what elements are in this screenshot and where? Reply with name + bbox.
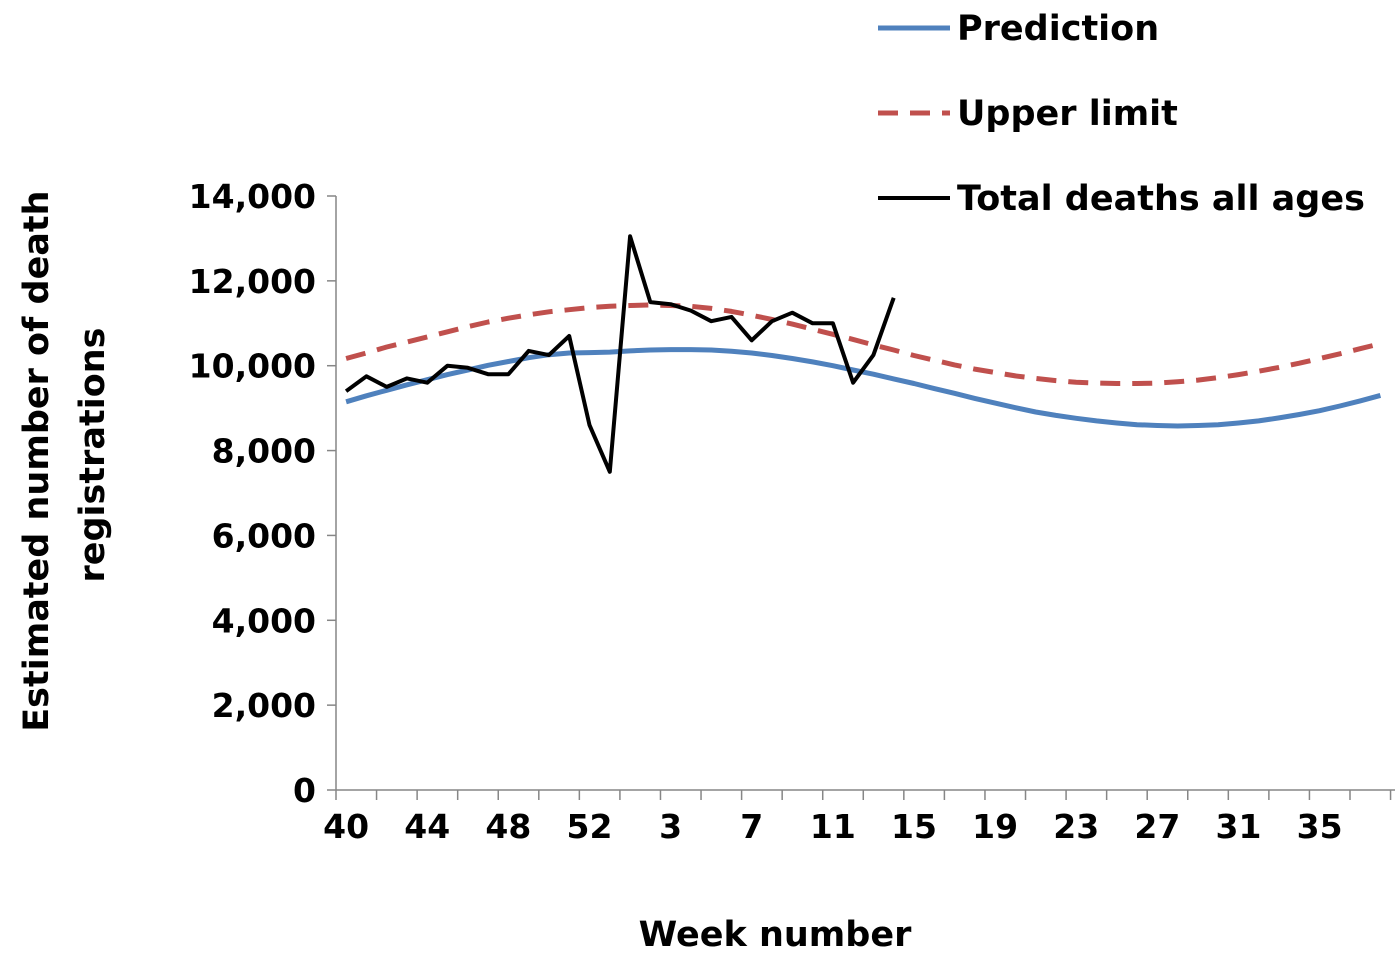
x-axis-title: Week number	[639, 915, 912, 955]
y-axis-title: Estimated number of death registrations	[17, 178, 113, 732]
y-tick-label: 10,000	[189, 347, 316, 386]
y-tick-label: 12,000	[189, 262, 316, 301]
legend-label: Upper limit	[957, 94, 1178, 134]
x-tick-label: 15	[891, 807, 937, 846]
y-tick-label: 14,000	[189, 177, 316, 216]
legend-label: Total deaths all ages	[957, 179, 1365, 219]
x-tick-label: 11	[810, 807, 856, 846]
x-tick-label: 19	[972, 807, 1018, 846]
x-tick-label: 52	[567, 807, 613, 846]
y-tick-label: 4,000	[212, 601, 316, 640]
y-tick-label: 0	[293, 771, 316, 810]
x-axis: 40 44 48 52 3 7 11 15 19 23 27 31 35	[323, 789, 1395, 846]
x-tick-label: 44	[404, 807, 450, 846]
x-tick-label: 31	[1215, 807, 1261, 846]
x-tick-label: 3	[659, 807, 682, 846]
series-line-upper-limit	[345, 302, 1381, 386]
x-tick-label: 48	[485, 807, 531, 846]
series-line-prediction	[345, 347, 1382, 429]
y-axis: 0 2,000 4,000 6,000 8,000 10,000 12,000 14,000	[189, 177, 337, 810]
series-line-total-deaths-all-ages	[344, 234, 896, 474]
x-tick-label: 35	[1297, 807, 1343, 846]
y-axis-title-line-2: registrations	[73, 327, 113, 582]
y-tick-label: 8,000	[212, 432, 316, 471]
x-tick-label: 7	[740, 807, 763, 846]
y-axis-title-line-1: Estimated number of death	[17, 190, 57, 731]
legend: Prediction Upper limit Total deaths all ag…	[878, 9, 1365, 219]
series-layer	[344, 234, 1382, 474]
y-tick-label: 2,000	[212, 686, 316, 725]
x-tick-label: 23	[1053, 807, 1099, 846]
x-tick-label: 40	[323, 807, 369, 846]
y-tick-label: 6,000	[212, 516, 316, 555]
legend-label: Prediction	[957, 9, 1159, 49]
x-tick-label: 27	[1134, 807, 1180, 846]
